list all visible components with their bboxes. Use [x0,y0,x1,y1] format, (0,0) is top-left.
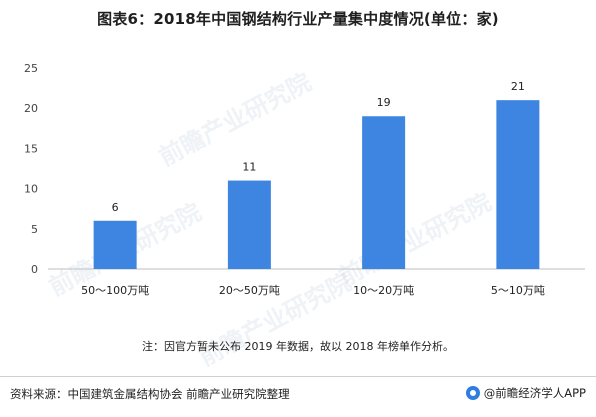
brand-text: @前瞻经济学人APP [483,386,586,400]
bar [496,100,540,269]
chart-title: 图表6：2018年中国钢结构行业产量集中度情况(单位：家) [97,10,499,28]
y-tick-label: 10 [24,183,38,196]
y-tick-label: 20 [24,102,38,115]
bars: 6 11 19 21 [93,80,540,270]
y-tick-label: 5 [31,223,38,236]
data-label: 6 [112,201,119,214]
data-label: 11 [242,161,256,174]
y-tick-label: 0 [31,263,38,276]
source-text: 资料来源：中国建筑金属结构协会 前瞻产业研究院整理 [10,387,290,401]
y-tick-label: 15 [24,142,38,155]
bar [362,116,406,270]
x-tick-label: 5～10万吨 [491,284,545,297]
x-tick-label: 10～20万吨 [353,284,414,297]
x-tick-label: 20～50万吨 [219,284,280,297]
y-axis: 0 5 10 15 20 25 [24,62,38,276]
x-axis: 50～100万吨 20～50万吨 10～20万吨 5～10万吨 [48,268,585,297]
brand: @前瞻经济学人APP [465,385,586,401]
x-tick-label: 50～100万吨 [81,284,149,297]
bar [93,220,137,269]
divider [0,376,596,377]
brand-logo-icon [465,386,480,400]
footnote: 注：因官方暂未公布 2019 年数据，故以 2018 年榜单作分析。 [142,340,454,353]
bar [227,180,271,269]
data-label: 19 [377,96,391,109]
y-tick-label: 25 [24,62,38,75]
data-label: 21 [511,80,525,93]
